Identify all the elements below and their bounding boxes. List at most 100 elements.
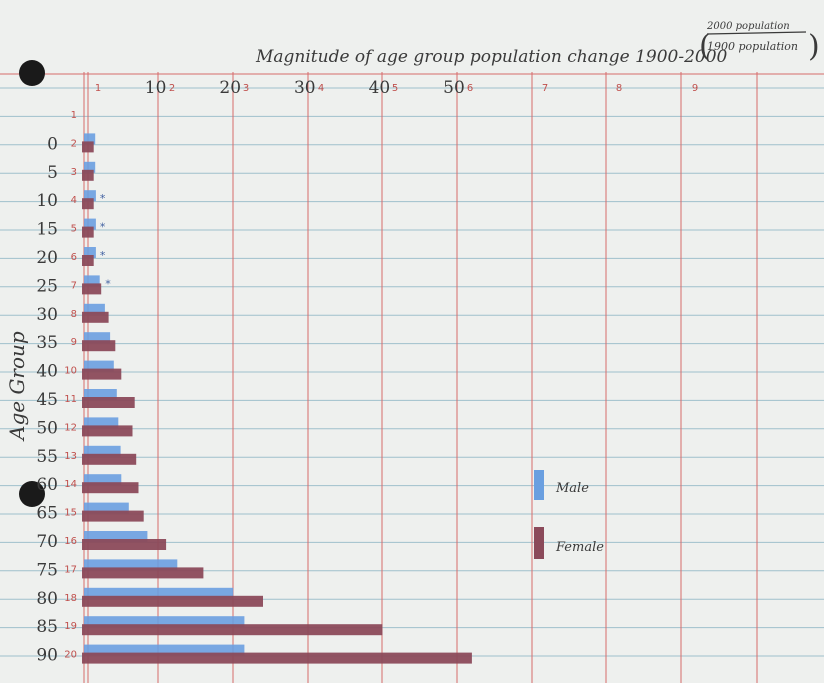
legend: Male Female	[534, 470, 604, 559]
row-number: 11	[64, 394, 77, 405]
bar-female	[82, 482, 139, 494]
bar-male	[84, 275, 100, 287]
age-group-label: 60	[36, 475, 58, 495]
star-mark: *	[105, 277, 111, 290]
bar-female	[82, 169, 94, 181]
column-number: 5	[392, 83, 398, 94]
star-mark: *	[100, 192, 106, 205]
star-mark: *	[100, 221, 106, 234]
bar-male	[84, 474, 122, 486]
age-group-label: 20	[36, 248, 58, 268]
x-tick-label: 40	[369, 78, 391, 98]
row-number: 20	[64, 650, 77, 661]
age-group-label: 45	[36, 390, 58, 410]
x-tick-label: 10	[145, 78, 167, 98]
bar-male	[84, 616, 245, 628]
bar-female	[82, 652, 472, 664]
row-number: 16	[64, 536, 77, 547]
row-number: 2	[71, 138, 77, 149]
bar-female	[82, 255, 94, 266]
bar-female	[82, 198, 94, 210]
bar-male	[84, 218, 96, 230]
bar-male	[84, 247, 96, 258]
bar-female	[82, 141, 94, 153]
row-number: 19	[64, 621, 77, 632]
bar-female	[82, 397, 135, 408]
age-group-label: 70	[36, 532, 58, 552]
legend-label-female: Female	[555, 540, 604, 555]
age-group-label: 10	[36, 191, 58, 211]
age-group-label: 35	[36, 333, 58, 353]
age-group-label: 50	[36, 418, 58, 438]
legend-swatch-male	[534, 470, 544, 500]
legend-label-male: Male	[555, 481, 589, 496]
bar-male	[84, 303, 105, 315]
column-number: 9	[692, 83, 698, 94]
row-number: 9	[71, 337, 77, 348]
bar-male	[84, 133, 96, 145]
age-group-label: 30	[36, 305, 58, 325]
title-fraction-numerator: 2000 population	[706, 21, 790, 32]
row-number: 6	[71, 252, 77, 263]
bar-female	[82, 567, 204, 579]
bar-female	[82, 624, 383, 636]
column-number: 7	[542, 83, 548, 94]
bar-female	[82, 340, 116, 352]
bar-female	[82, 368, 122, 380]
title-paren-close: )	[808, 29, 820, 64]
row-number: 3	[71, 167, 77, 178]
bar-male	[84, 587, 234, 599]
row-number: 7	[71, 280, 77, 291]
bar-male	[84, 644, 245, 656]
row-number: 14	[64, 479, 77, 490]
age-group-label: 25	[36, 276, 58, 296]
row-number: 8	[71, 309, 77, 320]
bar-male	[84, 559, 178, 571]
ledger-rules	[0, 72, 824, 683]
bar-female	[82, 283, 102, 295]
x-tick-labels: 10 20 30 40 50	[145, 78, 465, 98]
row-number: 15	[64, 508, 77, 519]
bar-female	[82, 453, 137, 465]
row-number: 10	[64, 366, 77, 377]
bars	[82, 133, 472, 664]
row-number: 13	[64, 451, 77, 462]
bar-male	[84, 190, 96, 202]
column-number: 6	[467, 83, 473, 94]
star-mark: *	[100, 249, 106, 262]
bar-male	[84, 360, 114, 372]
age-group-label: 80	[36, 589, 58, 609]
age-group-label: 55	[36, 447, 58, 467]
column-number: 1	[95, 83, 101, 94]
age-group-label: 75	[36, 560, 58, 580]
x-tick-label: 30	[294, 78, 316, 98]
bar-male	[84, 531, 148, 542]
age-group-label: 90	[36, 646, 58, 666]
row-number: 12	[64, 422, 77, 433]
bar-female	[82, 595, 263, 607]
bar-male	[84, 389, 117, 400]
punch-hole-top	[19, 60, 45, 86]
y-axis-label: Age Group	[5, 331, 29, 442]
column-number: 3	[243, 83, 249, 94]
age-group-label: 15	[36, 220, 58, 240]
bar-female	[82, 226, 94, 238]
bar-male	[84, 445, 121, 457]
bar-female	[82, 311, 109, 323]
age-group-label: 65	[36, 504, 58, 524]
bar-male	[84, 161, 96, 173]
age-group-labels: 0 5 10 15 20 25 30 35 40 45 50 55 60 65 70 75 80 85 90	[36, 134, 58, 665]
star-marks: * * * *	[100, 192, 111, 290]
row-number: 17	[64, 564, 77, 575]
bar-male	[84, 332, 111, 344]
bar-female	[82, 539, 167, 550]
chart-title: Magnitude of age group population change…	[255, 47, 728, 67]
row-number: 18	[64, 593, 77, 604]
bar-male	[84, 502, 129, 514]
row-number: 5	[71, 224, 77, 235]
bar-female	[82, 510, 144, 522]
column-number: 4	[318, 83, 324, 94]
